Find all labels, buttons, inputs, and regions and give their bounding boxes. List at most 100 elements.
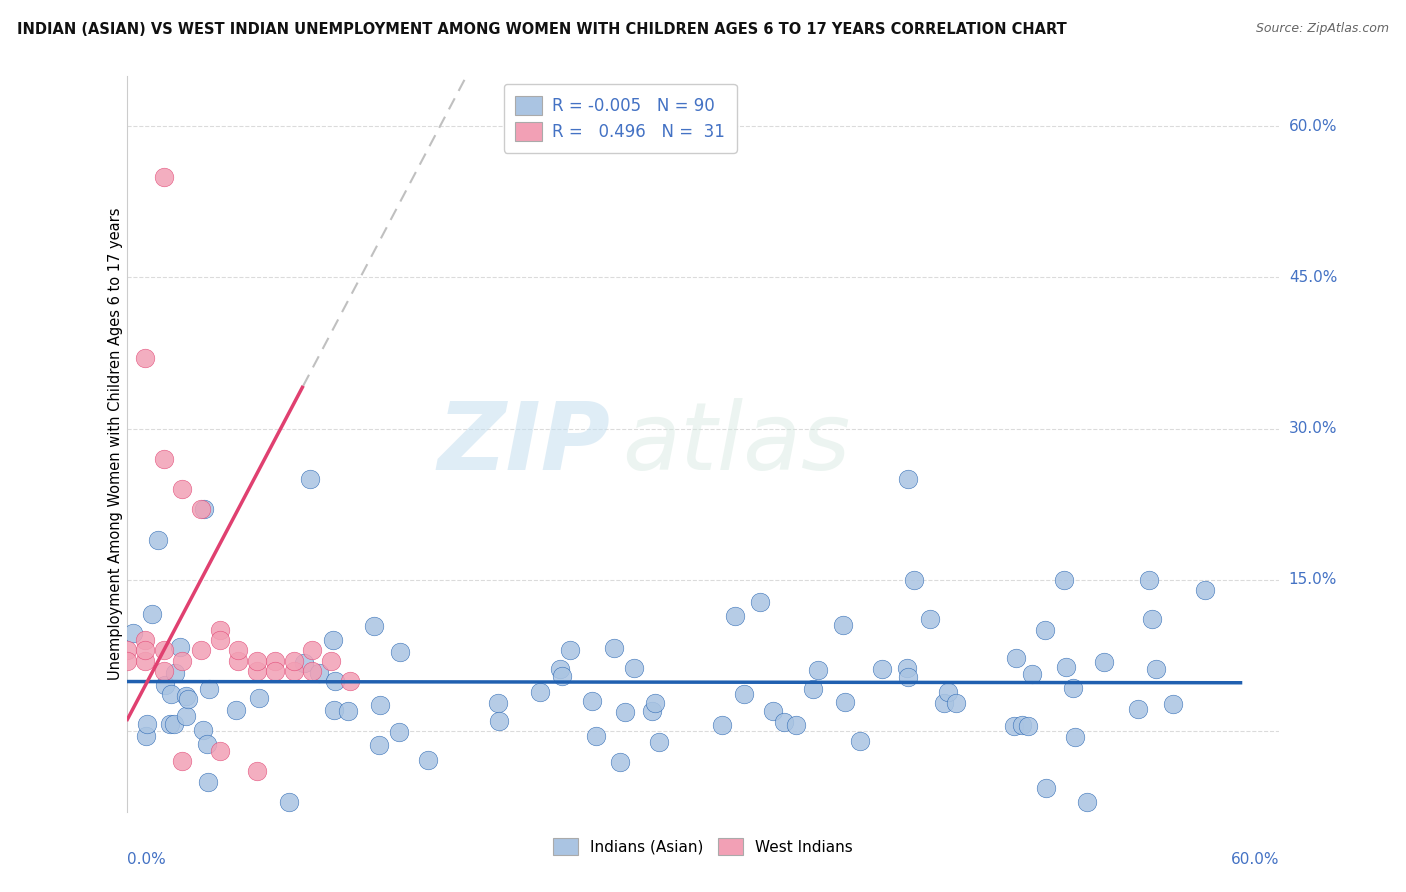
Text: INDIAN (ASIAN) VS WEST INDIAN UNEMPLOYMENT AMONG WOMEN WITH CHILDREN AGES 6 TO 1: INDIAN (ASIAN) VS WEST INDIAN UNEMPLOYME… [17, 22, 1067, 37]
Point [283, 664, 305, 678]
Point [834, 695, 856, 709]
Point [558, 643, 581, 657]
Point [849, 733, 872, 747]
Point [323, 673, 346, 688]
Point [208, 744, 231, 758]
Point [190, 502, 212, 516]
Text: ZIP: ZIP [437, 398, 610, 490]
Point [762, 704, 785, 718]
Point [1062, 681, 1084, 696]
Point [319, 653, 342, 667]
Point [1137, 573, 1160, 587]
Point [172, 653, 194, 667]
Point [529, 684, 551, 698]
Point [1004, 651, 1026, 665]
Point [903, 573, 925, 587]
Point [246, 764, 269, 779]
Point [488, 714, 510, 728]
Point [363, 619, 385, 633]
Point [191, 723, 214, 737]
Point [134, 653, 156, 667]
Point [134, 643, 156, 657]
Point [585, 729, 607, 743]
Point [174, 708, 197, 723]
Point [647, 735, 669, 749]
Point [936, 684, 959, 698]
Point [208, 624, 231, 638]
Point [1063, 730, 1085, 744]
Point [264, 664, 287, 678]
Point [195, 737, 218, 751]
Point [368, 698, 391, 713]
Point [172, 754, 194, 768]
Point [896, 472, 918, 486]
Point [135, 717, 157, 731]
Legend: Indians (Asian), West Indians: Indians (Asian), West Indians [546, 830, 860, 863]
Point [226, 653, 249, 667]
Point [339, 673, 361, 688]
Point [932, 696, 955, 710]
Point [870, 662, 893, 676]
Point [724, 608, 747, 623]
Point [160, 687, 183, 701]
Point [1035, 780, 1057, 795]
Point [367, 739, 389, 753]
Point [388, 725, 411, 739]
Point [190, 643, 212, 657]
Point [388, 645, 411, 659]
Point [1092, 655, 1115, 669]
Point [641, 704, 664, 718]
Point [550, 669, 572, 683]
Point [165, 666, 187, 681]
Y-axis label: Unemployment Among Women with Children Ages 6 to 17 years: Unemployment Among Women with Children A… [108, 208, 122, 680]
Text: 30.0%: 30.0% [1289, 421, 1337, 436]
Point [748, 595, 770, 609]
Point [807, 664, 830, 678]
Point [614, 705, 637, 719]
Point [246, 653, 269, 667]
Point [226, 643, 249, 657]
Point [831, 618, 853, 632]
Point [208, 633, 231, 648]
Text: 15.0%: 15.0% [1289, 573, 1337, 587]
Point [153, 678, 176, 692]
Text: 0.0%: 0.0% [127, 852, 166, 867]
Text: 60.0%: 60.0% [1289, 119, 1337, 134]
Point [264, 653, 287, 667]
Point [134, 351, 156, 365]
Point [152, 664, 174, 678]
Point [1126, 701, 1149, 715]
Point [644, 697, 666, 711]
Point [225, 703, 247, 717]
Point [733, 687, 755, 701]
Point [1161, 697, 1184, 711]
Point [896, 660, 918, 674]
Point [197, 775, 219, 789]
Point [141, 607, 163, 621]
Point [486, 696, 509, 710]
Point [945, 696, 967, 710]
Point [159, 717, 181, 731]
Point [174, 689, 197, 703]
Point [785, 718, 807, 732]
Point [581, 694, 603, 708]
Point [1011, 718, 1033, 732]
Point [609, 756, 631, 770]
Point [897, 671, 920, 685]
Text: Source: ZipAtlas.com: Source: ZipAtlas.com [1256, 22, 1389, 36]
Point [115, 643, 138, 657]
Point [246, 664, 269, 678]
Point [169, 640, 191, 654]
Point [1021, 666, 1043, 681]
Point [308, 666, 330, 681]
Point [1053, 573, 1076, 587]
Point [198, 682, 221, 697]
Point [193, 502, 215, 516]
Point [301, 664, 323, 678]
Point [278, 795, 301, 809]
Point [152, 643, 174, 657]
Point [299, 472, 322, 486]
Point [134, 633, 156, 648]
Point [177, 691, 200, 706]
Point [1033, 623, 1056, 637]
